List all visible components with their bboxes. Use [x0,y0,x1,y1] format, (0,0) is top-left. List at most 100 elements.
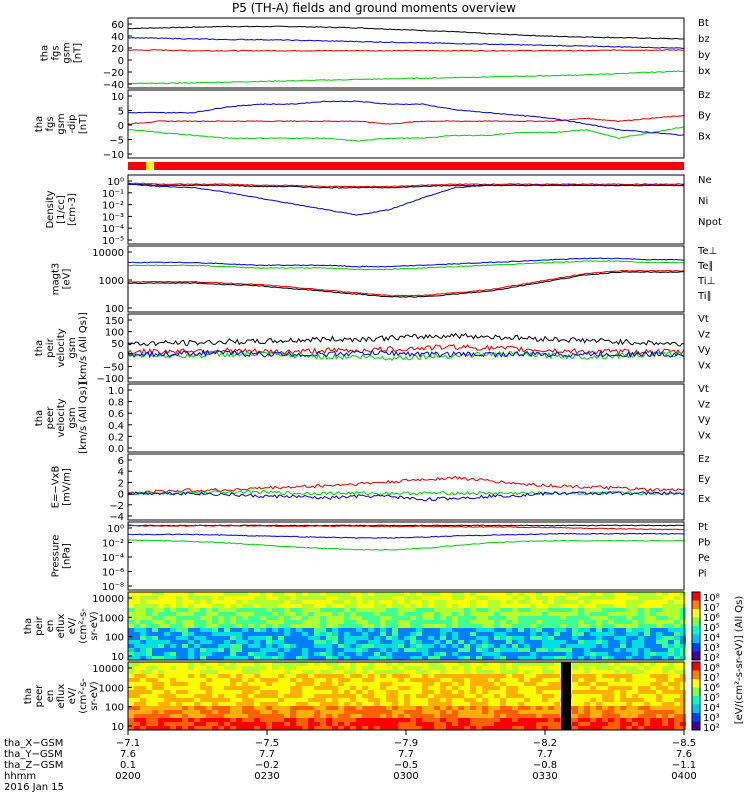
heat-cell [680,616,686,620]
heat-cell [452,644,458,648]
heat-cell [452,612,458,616]
heat-cell [134,612,140,616]
heat-cell [476,648,482,652]
heat-cell [410,722,416,726]
heat-cell [518,612,524,616]
heat-cell [206,686,212,690]
heat-cell [320,674,326,678]
heat-cell [620,690,626,694]
heat-cell [260,670,266,674]
heat-cell [500,678,506,682]
heat-cell [518,690,524,694]
heat-cell [134,600,140,604]
heat-cell [452,596,458,600]
heat-cell [320,698,326,702]
heat-cell [356,612,362,616]
heat-cell [530,612,536,616]
heat-cell [488,624,494,628]
heat-cell [560,616,566,620]
heat-cell [404,644,410,648]
heat-cell [206,636,212,640]
heat-cell [674,656,680,660]
heat-cell [524,686,530,690]
heat-cell [452,674,458,678]
heat-cell [434,702,440,706]
heat-cell [476,726,482,730]
heat-cell [140,706,146,710]
heat-cell [650,636,656,640]
heat-cell [314,686,320,690]
heat-cell [596,624,602,628]
heat-cell [272,662,278,666]
heat-cell [530,592,536,596]
heat-cell [422,694,428,698]
heat-cell [392,592,398,596]
heat-cell [518,620,524,624]
heat-cell [302,682,308,686]
heat-cell [476,640,482,644]
heat-cell [368,718,374,722]
heat-cell [548,608,554,612]
heat-cell [146,666,152,670]
heat-cell [386,600,392,604]
heat-cell [140,640,146,644]
heat-cell [140,694,146,698]
heat-cell [248,652,254,656]
heat-cell [530,714,536,718]
heat-cell [656,706,662,710]
heat-cell [512,698,518,702]
heat-cell [410,686,416,690]
ylabel-peer_velocity-0: tha [34,410,45,426]
heat-cell [200,690,206,694]
heat-cell [206,694,212,698]
heat-cell [158,678,164,682]
heat-cell [188,632,194,636]
heat-cell [182,682,188,686]
heat-cell [290,702,296,706]
heat-cell [554,702,560,706]
colorbar-frame [691,661,701,731]
heat-cell [548,686,554,690]
heat-cell [272,678,278,682]
heat-cell [608,640,614,644]
heat-cell [542,640,548,644]
heat-cell [602,616,608,620]
heat-cell [542,624,548,628]
heat-cell [602,666,608,670]
heat-cell [200,632,206,636]
heat-cell [428,666,434,670]
colorbar-seg [692,643,700,652]
heat-cell [206,624,212,628]
heat-cell [392,718,398,722]
heat-cell [602,678,608,682]
heat-cell [242,656,248,660]
heat-cell [164,632,170,636]
heat-cell [398,702,404,706]
heat-cell [536,674,542,678]
heat-cell [488,612,494,616]
heat-cell [326,636,332,640]
heat-cell [548,714,554,718]
heat-cell [278,702,284,706]
heat-cell [308,670,314,674]
heat-cell [308,612,314,616]
heat-cell [362,678,368,682]
heat-cell [620,656,626,660]
heat-cell [302,652,308,656]
heat-cell [176,644,182,648]
heat-cell [596,686,602,690]
heat-cell [362,662,368,666]
heat-cell [662,612,668,616]
heat-cell [572,636,578,640]
heat-cell [176,592,182,596]
heat-cell [548,702,554,706]
heat-cell [344,624,350,628]
heat-cell [272,726,278,730]
heat-cell [674,718,680,722]
heat-cell [524,628,530,632]
heat-cell [656,666,662,670]
heat-cell [146,698,152,702]
heat-cell [446,718,452,722]
heat-cell [644,702,650,706]
